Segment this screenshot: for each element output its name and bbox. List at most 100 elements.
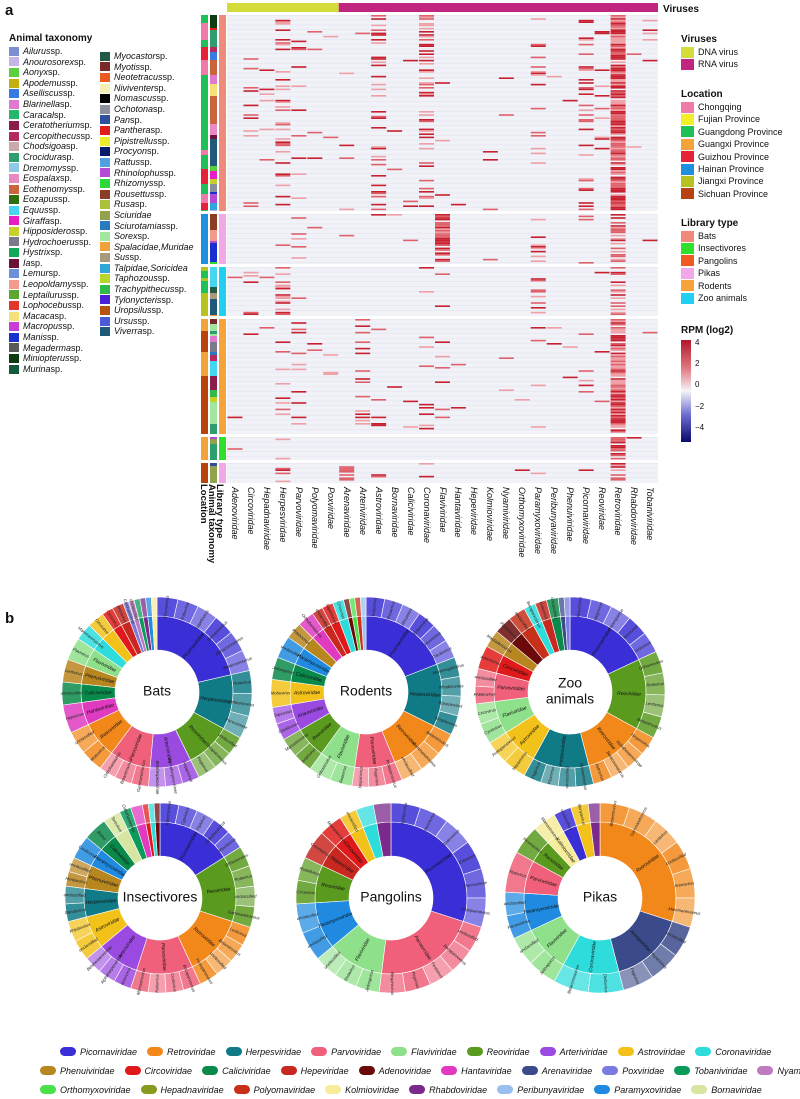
taxonomy-track-cell [210,210,217,211]
family-legend-swatch [325,1085,342,1094]
heatmap-cell [610,125,626,127]
heatmap-cell [610,226,626,229]
taxonomy-genus: Myocastor [114,51,156,61]
heatmap-cell [610,352,626,355]
taxonomy-genus: Blarinella [23,98,61,109]
heatmap-cell [530,278,546,280]
heatmap-cell [578,66,594,68]
heatmap-row-line [227,323,658,325]
taxonomy-track-cell [210,281,217,285]
heatmap-cell [371,146,387,148]
heatmap-cell [610,421,626,423]
location-track-cell [201,385,208,390]
heatmap-row-line [227,371,658,373]
heatmap-cell [355,319,371,321]
location-track-cell [201,192,208,194]
heatmap-cell [610,173,626,175]
taxonomy-legend-item: Dremomys sp. [9,163,93,174]
legend-item: Zoo animals [681,292,747,304]
donut-inner-label: Herpesviridae [409,691,440,698]
heatmap-cell [275,368,291,371]
taxonomy-swatch [100,147,110,157]
family-legend-swatch [409,1085,426,1094]
heatmap-cell [610,26,626,28]
legend-swatch [681,114,694,126]
heatmap-cell [530,236,546,238]
taxonomy-suffix: sp. [164,167,177,178]
heatmap-cell [610,199,626,201]
taxonomy-legend-item: Leopoldamys sp. [9,279,93,290]
heatmap-cell [435,238,450,240]
taxonomy-suffix: sp. [153,103,166,114]
heatmap-cell [610,136,626,139]
heatmap-row-line [227,163,658,165]
location-track-cell [201,243,208,252]
family-legend-label: Peribunyaviridae [517,1084,585,1095]
taxonomy-legend-item: Ceratotherium sp. [9,120,93,131]
heatmap-cell [578,370,594,372]
taxonomy-swatch [9,332,19,342]
location-track-cell [201,342,208,346]
taxonomy-swatch [100,115,110,125]
donut-inner-label: Caliciviridae [84,690,111,696]
donut-outer-label: unclassified [129,598,140,621]
heatmap-cell [275,480,291,483]
donut-outer-slice [360,596,367,617]
heatmap-cell [435,82,450,84]
heatmap-row-line [227,178,658,179]
heatmap-cell [435,254,450,256]
donut-outer-label: Crohivirus [170,973,178,993]
heatmap-row-line [227,271,658,273]
taxonomy-track-cell [210,472,217,480]
heatmap-cell [419,291,435,293]
donut-outer-label: Jeilongvirus [271,665,296,676]
family-legend-item: Poxviridae [602,1066,664,1076]
taxonomy-track-cell [210,457,217,460]
location-track-cell [201,334,208,336]
taxonomy-legend-item: Talpidae,Soricidea [100,263,194,274]
taxonomy-track-cell [210,291,217,293]
donut-outer-label: Rotavirus [233,679,252,686]
heatmap-cell [403,200,419,203]
donut-outer-label: Picornavirus [162,594,170,618]
donut-outer-label: Kobuvirus [371,596,378,616]
taxonomy-track-cell [210,150,217,155]
taxonomy-legend-item: Crocidura sp. [9,152,93,163]
taxonomy-genus: Rousettus [114,188,155,199]
heatmap-row-line [227,91,658,93]
heatmap-cell [610,477,626,479]
donut-outer-label: Rotavirus [646,681,665,688]
heatmap-cell [610,255,626,258]
heatmap-cell [419,15,435,17]
heatmap-cell [610,238,626,240]
taxonomy-legend-item: Panthera sp. [100,125,194,136]
heatmap-cell [610,453,626,455]
legend-label: Zoo animals [698,292,748,303]
taxonomy-track-cell [210,346,217,352]
heatmap-cell [498,389,514,391]
heatmap-cell [259,93,275,95]
heatmap-cell [610,16,626,19]
heatmap-cell [610,411,626,414]
taxonomy-suffix: sp. [75,226,88,237]
heatmap-cell [275,122,291,124]
taxonomy-swatch [100,274,110,284]
heatmap-cell [610,454,626,457]
heatmap-cell [371,58,387,60]
heatmap-cell [610,48,626,51]
heatmap-cell [323,35,339,38]
heatmap-cell [371,29,387,31]
heatmap-cell [275,302,291,304]
taxonomy-track-cell [210,293,217,296]
heatmap-cell [339,144,355,147]
rpm-tick-label: 4 [695,338,700,347]
legend-item: Guangxi Province [681,138,783,150]
heatmap-cell [387,214,403,216]
heatmap-cell [291,157,307,159]
heatmap-cell [371,155,387,158]
heatmap-cell [530,426,546,428]
heatmap-cell [610,273,626,275]
location-track-cell [201,307,208,315]
taxonomy-swatch [100,104,110,114]
heatmap-cell [578,469,594,471]
